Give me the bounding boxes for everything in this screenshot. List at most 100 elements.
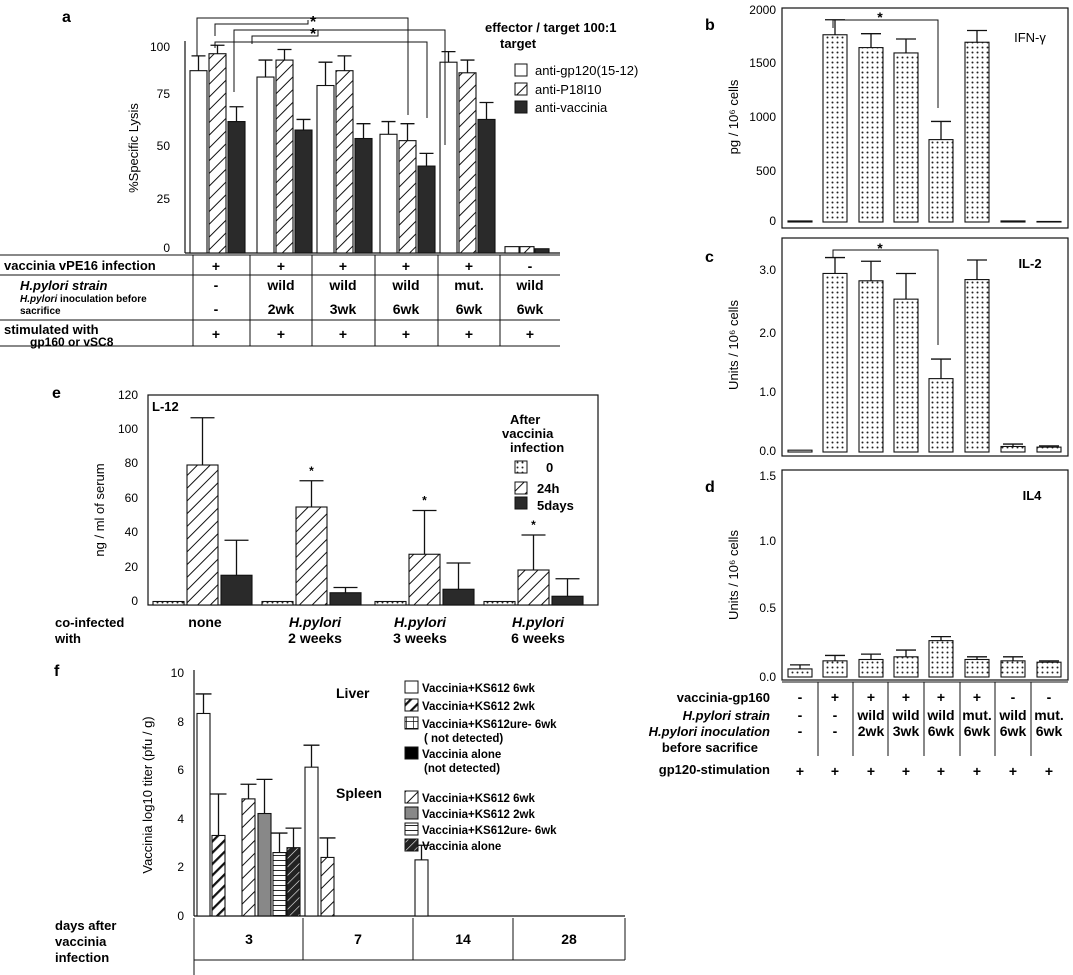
panel-f-bar: [241, 798, 256, 917]
panel-b-bar: [787, 220, 813, 223]
legend-swatch-hatch: [514, 481, 528, 495]
panel-f-category: 14: [455, 931, 471, 947]
panel-e-significance-mark: *: [309, 464, 314, 478]
panel-f-bar: [304, 766, 319, 917]
panel-f-ytick: 4: [177, 812, 184, 826]
panel-c-frame: [781, 237, 1069, 457]
panel-a-bar: [477, 118, 496, 254]
panel-d-error-bar: [861, 653, 881, 660]
panel-d-bar: [822, 660, 848, 678]
panel-f-bar: [257, 812, 272, 917]
panel-a-bar: [294, 129, 313, 254]
table-cell: +: [937, 689, 945, 705]
panel-c-error-bar: [861, 260, 881, 281]
panel-f-legend-group: Spleen: [336, 785, 382, 801]
panel-f-error-bar: [271, 832, 288, 853]
table-cell: -: [214, 277, 219, 293]
panel-a-error-bar: [460, 59, 475, 73]
panel-b-error-bar: [931, 120, 951, 140]
panel-c-ytick: 2.0: [759, 326, 776, 340]
panel-e-significance-mark: *: [422, 494, 427, 508]
panel-e-bar: [408, 553, 441, 606]
legend-item: Vaccinia+KS612 2wk: [422, 809, 535, 821]
legend-item: Vaccinia+KS612 6wk: [422, 793, 535, 805]
panel-c-ytick: 1.0: [759, 385, 776, 399]
panel-e-legend-title: vaccinia: [502, 426, 554, 441]
legend-item-note: (not detected): [424, 763, 500, 775]
legend-item: anti-vaccinia: [535, 100, 608, 115]
panel-a: a %Specific Lysis 100 75 50 25 0 * * eff…: [0, 9, 638, 349]
panel-e-ylabel: ng / ml of serum: [92, 463, 107, 556]
panel-e-bar: [483, 600, 516, 606]
panel-e-bar: [551, 595, 584, 606]
panel-e-bar: [152, 600, 185, 606]
panel-f-ytick: 6: [177, 763, 184, 777]
panel-d-frame: [781, 469, 1069, 681]
panel-d-conditions-table: vaccinia-gp160 H.pylori strain H.pylori …: [649, 681, 1068, 777]
panel-f-error-bar: [319, 837, 336, 858]
table-cell: +: [212, 258, 220, 274]
table-row-label: gp120-stimulation: [659, 762, 770, 777]
panel-d-bar: [787, 668, 813, 678]
panel-a-bar: [354, 137, 373, 254]
panel-d-bar: [1000, 660, 1026, 678]
table-cell: +: [973, 763, 981, 779]
table-cell: -: [1047, 689, 1052, 705]
panel-c-error-bar: [931, 358, 951, 379]
legend-swatch-dots: [514, 460, 528, 474]
table-cell: +: [902, 763, 910, 779]
panel-f-category: 28: [561, 931, 577, 947]
panel-e-title: L-12: [152, 399, 179, 414]
table-row-label: H.pylori inoculation: [649, 724, 770, 739]
panel-c-ytick: 3.0: [759, 263, 776, 277]
panel-b-label: b: [705, 17, 715, 34]
panel-e-frame: [147, 394, 599, 606]
panel-e-error-bar: [299, 480, 324, 507]
panel-f-ytick: 0: [177, 909, 184, 923]
table-cell: 2wk: [858, 723, 885, 739]
panel-f-xlabel: infection: [55, 950, 109, 965]
panel-a-significance-mark: *: [310, 14, 317, 31]
panel-d-ytick: 0.0: [759, 670, 776, 684]
panel-a-error-bar: [296, 118, 311, 131]
panel-a-error-bar: [258, 59, 273, 78]
panel-a-significance-mark: *: [310, 26, 317, 43]
legend-item: 5days: [537, 498, 574, 513]
panel-b-error-bar: [896, 38, 916, 53]
panel-f-category: 7: [354, 931, 362, 947]
panel-b-bar: [928, 139, 954, 223]
panel-a-bar: [316, 84, 335, 254]
panel-a-ytick: 75: [157, 87, 171, 101]
table-cell: +: [937, 763, 945, 779]
panel-e-ytick: 20: [125, 560, 139, 574]
panel-b-ytick: 500: [756, 164, 776, 178]
panel-d-error-bar: [1039, 660, 1059, 663]
legend-item: Vaccinia+KS612 2wk: [422, 701, 535, 713]
panel-e-error-bar: [521, 534, 546, 570]
panel-e-ytick: 40: [125, 525, 139, 539]
panel-e-bar: [442, 588, 475, 606]
panel-e-bar: [186, 464, 219, 606]
panel-f-x-table: [193, 918, 626, 975]
panel-a-error-bar: [441, 50, 456, 63]
panel-e-ytick: 0: [131, 594, 138, 608]
panel-e-bar: [261, 600, 294, 606]
panel-c-bar: [1036, 446, 1062, 453]
panel-a-bar: [275, 59, 294, 254]
panel-f-error-bar: [256, 778, 273, 814]
table-cell: +: [277, 326, 285, 342]
panel-e-ytick: 100: [118, 422, 138, 436]
panel-d-bar: [1036, 661, 1062, 678]
panel-e-error-bar: [190, 417, 215, 465]
panel-d-title: IL4: [1023, 488, 1043, 503]
table-row-label: stimulated with: [4, 322, 99, 337]
panel-f-bar: [414, 859, 429, 917]
panel-b-bar: [964, 41, 990, 223]
legend-item: 24h: [537, 481, 559, 496]
panel-a-bar: [398, 140, 417, 254]
panel-c-error-bar: [825, 256, 845, 274]
table-cell: -: [833, 723, 838, 739]
table-row-label: vaccinia-gp160: [677, 690, 770, 705]
table-cell: +: [831, 689, 839, 705]
